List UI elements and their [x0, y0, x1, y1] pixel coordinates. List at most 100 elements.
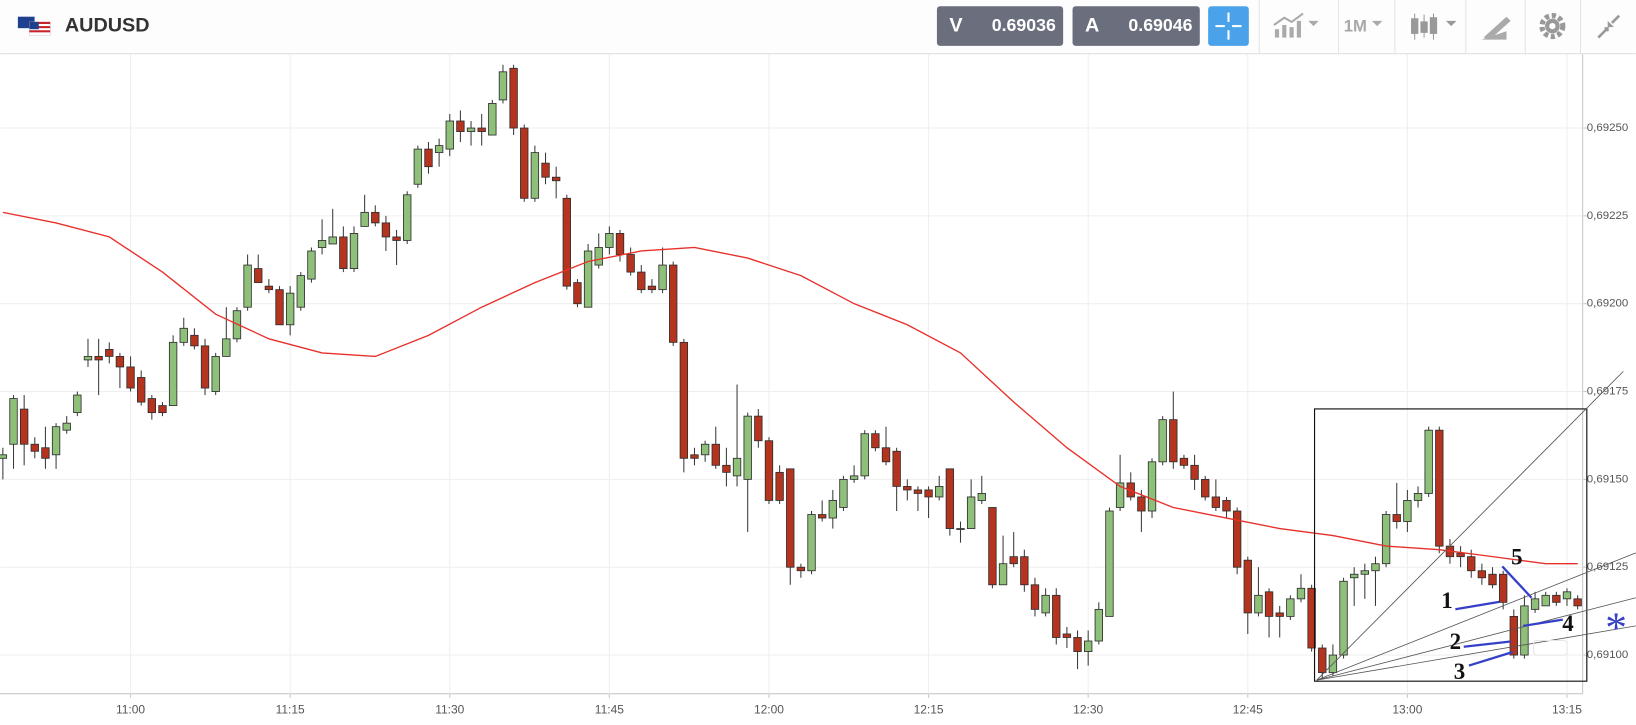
timeframe-button[interactable]: 1M — [1344, 17, 1367, 36]
y-tick-label: 0,69225 — [1587, 210, 1628, 222]
plot-layer — [0, 64, 1582, 680]
candle-body — [275, 289, 284, 326]
candle-body — [137, 377, 146, 403]
annotation-label: 5 — [1511, 544, 1522, 569]
indicator-button[interactable] — [1273, 12, 1319, 38]
crosshair-icon — [1215, 12, 1242, 40]
y-tick-label: 0,69100 — [1587, 649, 1628, 661]
candle-body — [647, 285, 657, 291]
candle-body — [1477, 570, 1487, 579]
candle-body — [285, 292, 295, 326]
bid-label: V — [949, 14, 963, 36]
candle-body — [1286, 598, 1295, 617]
candle-body — [1211, 496, 1221, 508]
candle-body — [658, 264, 667, 291]
annotation-box — [1313, 408, 1588, 682]
candle-body — [1020, 556, 1029, 586]
candle-body — [200, 345, 210, 389]
candle-body — [1158, 419, 1167, 463]
candle-body — [551, 176, 561, 182]
candle-body — [1169, 419, 1178, 463]
candle-body — [0, 454, 8, 459]
crosshair-button[interactable] — [1208, 6, 1249, 46]
x-tick-label: 13:00 — [1392, 703, 1422, 717]
candle-body — [605, 233, 614, 248]
candle-body — [860, 433, 869, 477]
candle-body — [477, 127, 486, 132]
bid-button[interactable] — [936, 6, 1064, 46]
candle-body — [935, 485, 944, 498]
settings-button[interactable] — [1539, 13, 1566, 40]
candle-body — [796, 566, 806, 572]
candle-body — [179, 327, 188, 343]
separators — [1258, 0, 1582, 54]
candle-body — [1573, 598, 1582, 607]
candle-body — [434, 145, 444, 154]
candle-body — [371, 211, 380, 224]
moving-average-line — [2, 211, 1578, 565]
candle-body — [9, 398, 18, 445]
candle-body — [51, 426, 61, 456]
candle-body — [115, 355, 125, 368]
toolbar-bg — [0, 0, 1636, 54]
candle-body — [1488, 573, 1497, 586]
candle-body — [520, 127, 529, 199]
candle-body — [147, 398, 157, 414]
timeframe-caret — [1371, 20, 1383, 27]
candle-body — [988, 507, 997, 586]
candle-body — [328, 236, 337, 245]
candle-body — [541, 162, 550, 178]
x-tick-label: 11:15 — [276, 703, 305, 717]
candle-body — [488, 103, 497, 136]
candle-body — [498, 71, 508, 101]
candle-body — [1562, 591, 1572, 600]
flag-icon — [17, 16, 51, 36]
candle-body — [254, 268, 263, 284]
chart-type-button[interactable] — [1411, 13, 1457, 40]
candle-body — [83, 355, 93, 361]
candle-body — [1030, 584, 1040, 610]
candle-body — [381, 222, 391, 238]
candle-body — [222, 338, 231, 357]
candle-body — [339, 236, 348, 269]
candle-body — [700, 443, 710, 456]
x-tick-label: 12:45 — [1233, 703, 1263, 717]
x-tick-label: 12:30 — [1073, 703, 1103, 717]
candle-body — [73, 394, 82, 414]
candle-body — [615, 233, 625, 255]
candle-body — [1552, 594, 1561, 603]
candle-body — [1094, 608, 1103, 642]
candle-body — [1190, 464, 1199, 480]
candle-body — [1062, 633, 1072, 638]
ask-button[interactable] — [1072, 6, 1200, 46]
candle-body — [445, 120, 454, 150]
draw-button[interactable] — [1481, 16, 1511, 40]
candle-body — [94, 355, 103, 361]
candle-body — [1498, 573, 1508, 603]
candle-body — [1371, 563, 1380, 572]
y-tick-label: 0,69125 — [1587, 561, 1628, 573]
candle-body — [1392, 514, 1401, 522]
candle-body — [1275, 612, 1284, 617]
candle-body — [1456, 552, 1465, 558]
candle-body — [1264, 591, 1274, 617]
candle-body — [594, 247, 603, 266]
candle-body — [1541, 594, 1550, 607]
candle-body — [1084, 640, 1093, 652]
candle-body — [1413, 493, 1423, 501]
candle-body — [945, 468, 955, 529]
candle-body — [1403, 500, 1412, 522]
candle-body — [1254, 594, 1263, 614]
candle-body — [509, 67, 518, 129]
candle-body — [1147, 461, 1157, 512]
candle-body — [1318, 647, 1327, 674]
pointer-lines — [1455, 565, 1563, 667]
candle-body — [956, 528, 965, 531]
x-tick-label: 13:15 — [1552, 703, 1582, 717]
candle-body — [913, 489, 923, 494]
candle-body — [924, 489, 933, 498]
candle-body — [392, 236, 401, 241]
candle-body — [243, 264, 252, 308]
candle-body — [1105, 510, 1114, 617]
